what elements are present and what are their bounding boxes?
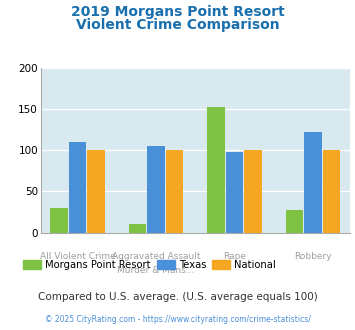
Bar (129, 224, 146, 233)
Bar (207, 107, 225, 233)
Bar (87, 150, 104, 233)
Text: Aggravated Assault: Aggravated Assault (112, 252, 200, 261)
Text: Murder & Mans...: Murder & Mans... (117, 266, 195, 275)
Text: Robbery: Robbery (294, 252, 332, 261)
Text: 2019 Morgans Point Resort: 2019 Morgans Point Resort (71, 5, 284, 19)
Legend: Morgans Point Resort, Texas, National: Morgans Point Resort, Texas, National (19, 256, 280, 274)
Bar (323, 150, 340, 233)
Bar (304, 132, 322, 233)
Text: Violent Crime Comparison: Violent Crime Comparison (76, 18, 279, 32)
Text: Rape: Rape (223, 252, 246, 261)
Bar (226, 152, 243, 233)
Text: Compared to U.S. average. (U.S. average equals 100): Compared to U.S. average. (U.S. average … (38, 292, 317, 302)
Bar (147, 146, 165, 233)
Bar (50, 208, 68, 233)
Text: All Violent Crime: All Violent Crime (40, 252, 115, 261)
Bar (165, 150, 183, 233)
Text: © 2025 CityRating.com - https://www.cityrating.com/crime-statistics/: © 2025 CityRating.com - https://www.city… (45, 315, 310, 324)
Bar (244, 150, 262, 233)
Bar (69, 142, 86, 233)
Bar (286, 211, 304, 233)
